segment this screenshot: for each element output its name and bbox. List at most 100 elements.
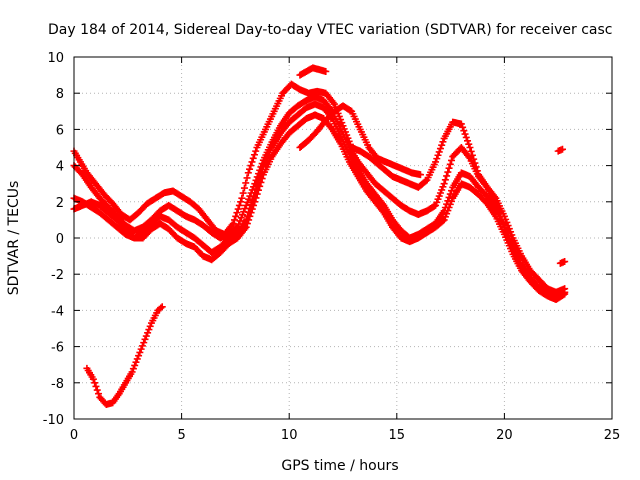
data-point — [239, 189, 247, 197]
data-point — [467, 147, 475, 155]
data-point — [247, 162, 255, 170]
data-point — [445, 164, 453, 172]
data-point — [460, 127, 468, 135]
data-point — [250, 151, 258, 159]
data-point — [132, 358, 140, 366]
data-point — [242, 179, 250, 187]
chart-title: Day 184 of 2014, Sidereal Day-to-day VTE… — [48, 22, 612, 38]
data-point — [441, 176, 449, 184]
x-tick-label: 5 — [177, 428, 185, 443]
data-point — [248, 158, 256, 166]
data-point — [249, 154, 257, 162]
data-point — [129, 365, 137, 373]
y-tick-label: -2 — [51, 268, 64, 283]
axis-ticks — [73, 56, 613, 420]
data-point — [462, 133, 470, 141]
y-tick-label: -4 — [51, 304, 64, 319]
data-point — [438, 141, 446, 149]
data-point — [144, 329, 152, 337]
data-point — [433, 155, 441, 163]
data-point — [232, 212, 240, 220]
data-point — [561, 258, 569, 266]
data-point — [440, 180, 448, 188]
data-point — [246, 165, 254, 173]
y-tick-label: 4 — [56, 160, 64, 175]
y-tick-label: 2 — [56, 196, 64, 211]
data-point — [138, 342, 146, 350]
data-point — [235, 201, 243, 209]
data-point — [240, 184, 248, 192]
y-tick-label: -10 — [43, 413, 64, 428]
data-point — [457, 120, 465, 128]
x-tick-label: 15 — [389, 428, 406, 443]
data-point — [141, 335, 149, 343]
data-point — [465, 140, 473, 148]
data-point — [142, 332, 150, 340]
x-tick-label: 10 — [281, 428, 298, 443]
data-point — [246, 212, 254, 220]
data-point — [243, 174, 251, 182]
data-point — [439, 217, 447, 225]
y-axis-label: SDTVAR / TECUs — [6, 181, 22, 296]
data-point — [448, 156, 456, 164]
data-point — [461, 130, 469, 138]
x-tick-label: 25 — [604, 428, 621, 443]
data-point — [436, 145, 444, 153]
tick-labels: 0 5 10 15 20 25 -10 -8 -6 -4 -2 0 2 4 6 8 10 — [43, 51, 621, 443]
data-point — [135, 352, 143, 360]
data-points — [70, 64, 569, 409]
data-point — [158, 303, 166, 311]
data-point — [95, 390, 103, 398]
data-point — [257, 178, 265, 186]
data-point — [250, 201, 258, 209]
data-point — [252, 147, 260, 155]
data-point — [448, 187, 456, 195]
data-point — [322, 67, 330, 75]
data-point — [258, 175, 266, 183]
data-point — [128, 368, 136, 376]
data-point — [256, 182, 264, 190]
data-point — [422, 177, 430, 185]
data-point — [89, 375, 97, 383]
series-track-d — [70, 111, 569, 304]
data-point — [252, 194, 260, 202]
data-point — [446, 160, 454, 168]
data-point — [140, 339, 148, 347]
data-point — [238, 194, 246, 202]
data-point — [434, 151, 442, 159]
data-point — [92, 382, 100, 390]
y-tick-label: 10 — [47, 51, 64, 66]
data-point — [561, 290, 569, 298]
series-track-f — [296, 64, 330, 79]
data-point — [439, 138, 447, 146]
data-point — [234, 205, 242, 213]
data-point — [133, 355, 141, 363]
data-point — [146, 322, 154, 330]
y-tick-label: 6 — [56, 123, 64, 138]
data-point — [157, 304, 165, 312]
data-point — [145, 326, 153, 334]
data-point — [245, 216, 253, 224]
data-point — [416, 171, 424, 179]
data-point — [137, 345, 145, 353]
data-point — [444, 168, 452, 176]
data-point — [251, 198, 259, 206]
data-point — [466, 144, 474, 151]
data-point — [244, 169, 252, 177]
data-point — [233, 209, 241, 217]
x-tick-label: 20 — [496, 428, 513, 443]
data-point — [136, 348, 144, 356]
data-point — [91, 379, 99, 387]
series-track-i — [556, 258, 569, 267]
y-tick-label: 8 — [56, 87, 64, 102]
series-track-g — [83, 303, 166, 409]
data-point — [230, 216, 238, 224]
data-point — [435, 148, 443, 156]
data-point — [459, 123, 467, 131]
data-point — [93, 386, 101, 394]
data-point — [248, 205, 256, 213]
data-point — [464, 137, 472, 145]
series-track-h — [554, 145, 567, 155]
